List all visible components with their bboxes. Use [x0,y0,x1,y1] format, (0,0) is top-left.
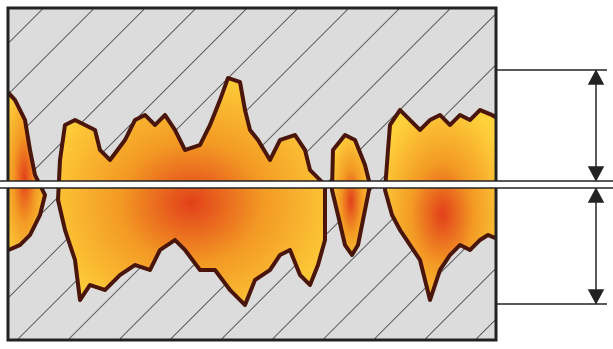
arrowhead [587,166,605,182]
arrowhead [587,187,605,203]
flame-region [330,133,372,257]
flame-regions [8,76,496,307]
flame-region [383,108,496,302]
arrowhead [587,289,605,305]
dimension-arrows [587,69,605,305]
arrowhead [587,69,605,85]
body-outline [6,6,498,342]
flame-region [8,89,47,253]
center-gap [0,181,613,188]
